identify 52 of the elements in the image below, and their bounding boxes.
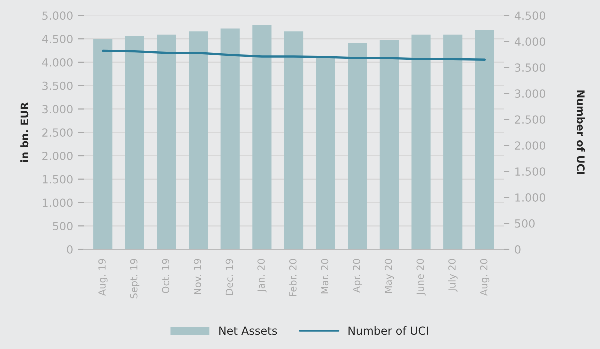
x-tick-label: Nov. 19 [194,259,202,294]
y2-tick-label: 2.000 [515,142,546,150]
x-tick-label: Febr. 20 [289,259,297,296]
bar [220,28,240,250]
y2-tick-label: 3.500 [515,64,546,72]
y-tick-label: 4.500 [42,35,73,44]
x-tick-label: Sept. 19 [130,259,140,299]
bar [94,39,113,250]
y2-tick-label: 1.500 [516,168,546,176]
y-tick-label: 2.000 [42,152,73,160]
bar [475,30,494,250]
y-tick-label: 1.500 [42,175,73,184]
line-series [102,50,486,61]
y2-tick-label: 1.000 [516,194,546,202]
y-tick-label: 500 [53,222,73,231]
y2-axis-title: Number of UCI [577,90,586,174]
x-tick-label: Oct. 19 [162,259,170,294]
y-tick-label: 0 [67,246,73,254]
y-axis-title: in bn. EUR [20,102,29,162]
y-tick-label: 3.000 [42,105,73,114]
y-tick-label: 2.500 [42,128,73,137]
bar [125,36,144,250]
x-tick-label: Aug. 19 [98,259,108,296]
x-tick-label: Dec. 19 [226,259,234,295]
x-tick-label: Aug. 20 [480,259,490,296]
bar [157,34,176,250]
bar [189,32,208,250]
bar [444,34,463,250]
x-tick-label: May 20 [384,259,394,294]
x-tick-label: Apr. 20 [353,259,362,293]
bar [252,26,272,250]
y2-tick-label: 2.500 [515,116,546,124]
y-tick-label: 3.500 [42,82,73,90]
legend-label: Number of UCI [348,326,428,336]
y-tick-label: 1.000 [42,198,73,208]
bar [348,43,368,250]
bar [412,34,431,250]
legend-label: Net Assets [220,326,278,336]
bar [316,56,336,250]
bar [284,32,304,250]
y2-tick-label: 4.500 [514,12,546,20]
x-tick-label: Mar. 20 [321,259,329,294]
y2-tick-label: 500 [515,220,535,228]
y2-tick-label: 4.000 [514,38,546,46]
y2-tick-label: 3.000 [515,90,546,98]
x-tick-label: July 20 [448,259,458,292]
x-tick-label: Jan. 20 [258,259,267,293]
x-tick-label: June 20 [416,259,426,296]
y-tick-label: 5.000 [42,12,73,20]
y-tick-label: 4.000 [42,58,73,67]
y2-tick-label: 0 [515,246,521,254]
bar [380,40,399,250]
